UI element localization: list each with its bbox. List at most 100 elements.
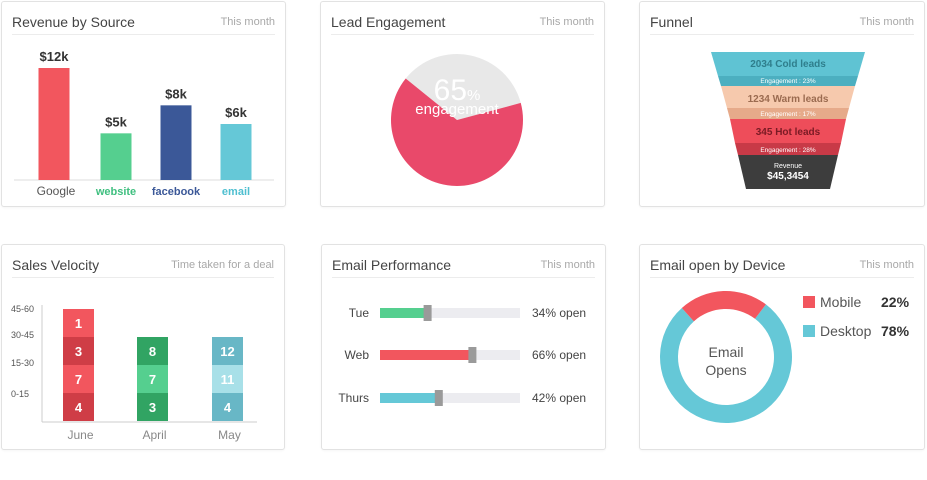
funnel-card-period: This month <box>859 16 914 28</box>
revenue-bar <box>220 124 252 180</box>
email-open-label: 34% open <box>532 306 586 320</box>
funnel-chart: 2034 Cold leads Engagement : 23% 1234 Wa… <box>711 52 865 189</box>
email-day-label: Tue <box>349 306 370 320</box>
email-progress-fill <box>380 308 428 318</box>
legend-mobile-swatch <box>803 296 815 308</box>
lead-percent: 65% <box>434 74 481 107</box>
revenue-category-label: email <box>222 186 250 198</box>
revenue-value-label: $5k <box>105 114 127 129</box>
funnel-hot-label: 345 Hot leads <box>756 127 821 138</box>
velocity-month-label: May <box>218 428 241 442</box>
funnel-warm-engagement: Engagement : 17% <box>760 111 816 118</box>
funnel-stage-hot-sub <box>735 143 841 155</box>
email-perf-card-period: This month <box>540 259 595 271</box>
velocity-segment-value: 3 <box>75 344 82 359</box>
velocity-segment <box>63 337 94 365</box>
device-card-period: This month <box>859 259 914 271</box>
revenue-bar <box>160 105 192 180</box>
email-open-label: 66% open <box>532 348 586 362</box>
lead-engagement-pie: 65% engagement <box>391 53 523 187</box>
revenue-card: Revenue by Source This month $12k Google $… <box>1 1 286 207</box>
funnel-card: Funnel This month 2034 Cold leads Engage… <box>639 1 925 207</box>
velocity-segment-value: 8 <box>149 344 156 359</box>
legend-desktop-label: Desktop <box>820 323 872 339</box>
email-performance-card: Email Performance This month Tue 34% open… <box>321 244 606 450</box>
sales-velocity-card: Sales Velocity Time taken for a deal 45-… <box>1 244 285 450</box>
revenue-bar <box>38 68 70 180</box>
funnel-stage-revenue <box>738 155 838 189</box>
lead-card-title: Lead Engagement <box>331 14 446 30</box>
funnel-card-header: Funnel This month <box>650 10 914 35</box>
revenue-category-label: website <box>95 186 136 198</box>
revenue-value-label: $12k <box>40 49 70 64</box>
legend-desktop-swatch <box>803 325 815 337</box>
funnel-cold-label: 2034 Cold leads <box>750 59 826 70</box>
email-day-label: Web <box>345 348 370 362</box>
lead-engagement-card: Lead Engagement This month 65% engagemen… <box>320 1 605 207</box>
device-card-title: Email open by Device <box>650 257 786 273</box>
lead-card-period: This month <box>539 16 594 28</box>
email-perf-card-header: Email Performance This month <box>332 253 595 278</box>
funnel-stage-hot <box>730 119 846 143</box>
device-donut-chart: Email Opens Mobile 22% Desktop 78% <box>660 291 910 423</box>
device-card-header: Email open by Device This month <box>650 253 914 278</box>
device-card: Email open by Device This month Email Op… <box>639 244 925 450</box>
legend-mobile-value: 22% <box>881 294 910 310</box>
funnel-revenue-value: $45,3454 <box>767 171 809 182</box>
lead-card-header: Lead Engagement This month <box>331 10 594 35</box>
velocity-y-tick: 15-30 <box>11 358 34 368</box>
funnel-revenue-label: Revenue <box>774 163 802 170</box>
velocity-month-label: June <box>67 428 93 442</box>
velocity-y-tick: 30-45 <box>11 330 34 340</box>
email-progress-fill <box>380 393 439 403</box>
email-progress-fill <box>380 350 473 360</box>
velocity-segment-value: 12 <box>220 344 234 359</box>
email-progress-track <box>380 393 520 403</box>
velocity-segment <box>63 365 94 393</box>
email-progress-handle[interactable] <box>468 347 477 363</box>
revenue-card-period: This month <box>220 16 275 28</box>
donut-center-line2: Opens <box>705 362 746 378</box>
funnel-stage-cold-sub <box>718 76 858 86</box>
velocity-card-subtitle: Time taken for a deal <box>171 259 274 271</box>
revenue-value-label: $8k <box>165 86 187 101</box>
velocity-segment-value: 7 <box>75 372 82 387</box>
velocity-segment <box>212 337 243 365</box>
email-progress-handle[interactable] <box>423 305 432 321</box>
velocity-segment <box>63 393 94 421</box>
sales-velocity-chart: 45-60 30-45 15-30 0-15 1 3 7 4 June 8 7 3 April 12 11 4… <box>11 304 257 442</box>
velocity-segment <box>137 337 168 365</box>
funnel-cold-engagement: Engagement : 23% <box>760 78 816 85</box>
funnel-hot-engagement: Engagement : 28% <box>760 147 816 154</box>
donut-desktop-segment <box>660 304 792 423</box>
velocity-segment-value: 3 <box>149 400 156 415</box>
lead-caption: engagement <box>415 101 499 118</box>
revenue-category-label: Google <box>37 184 76 198</box>
revenue-card-header: Revenue by Source This month <box>12 10 275 35</box>
velocity-segment-value: 4 <box>75 400 83 415</box>
velocity-y-tick: 45-60 <box>11 304 34 314</box>
revenue-card-title: Revenue by Source <box>12 14 135 30</box>
email-perf-card-title: Email Performance <box>332 257 452 273</box>
lead-pie-rest-slice <box>405 53 521 120</box>
revenue-category-label: facebook <box>152 186 201 198</box>
revenue-bar-chart: $12k Google $5k website $8k facebook $6k email <box>14 49 274 198</box>
velocity-segment <box>137 393 168 421</box>
donut-center-line1: Email <box>708 344 743 360</box>
email-performance-bars: Tue 34% open Web 66% open Thurs 42% open <box>338 305 586 406</box>
legend-mobile-label: Mobile <box>820 294 861 310</box>
email-day-label: Thurs <box>338 391 369 405</box>
funnel-card-title: Funnel <box>650 14 693 30</box>
funnel-stage-warm <box>721 86 855 108</box>
velocity-card-title: Sales Velocity <box>12 257 100 273</box>
velocity-segment <box>137 365 168 393</box>
velocity-segment-value: 4 <box>224 400 232 415</box>
velocity-month-label: April <box>142 428 166 442</box>
velocity-segment-value: 11 <box>221 372 235 387</box>
velocity-segment-value: 7 <box>149 372 156 387</box>
email-progress-track <box>380 308 520 318</box>
email-progress-handle[interactable] <box>434 390 443 406</box>
email-open-label: 42% open <box>532 391 586 405</box>
velocity-y-tick: 0-15 <box>11 389 29 399</box>
legend-desktop-value: 78% <box>881 323 910 339</box>
